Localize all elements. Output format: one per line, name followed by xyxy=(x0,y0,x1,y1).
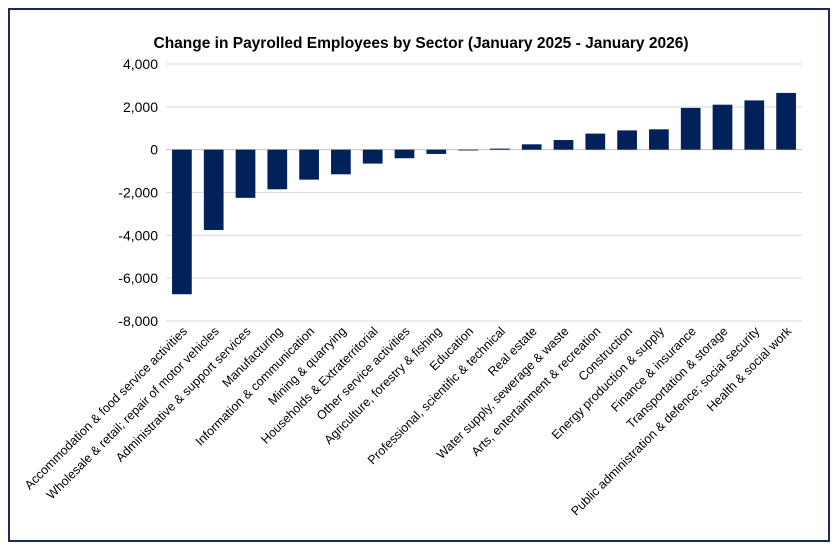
bar xyxy=(649,129,669,150)
bar xyxy=(521,144,542,150)
y-tick-label: -6,000 xyxy=(118,270,158,286)
bar xyxy=(744,100,765,150)
bar xyxy=(362,149,383,164)
y-tick-label: -2,000 xyxy=(118,185,158,201)
gridlines xyxy=(166,63,802,322)
chart-frame: Change in Payrolled Employees by Sector … xyxy=(8,8,830,542)
bar xyxy=(680,107,701,150)
bar xyxy=(203,149,224,230)
x-tick-label: Wholesale & retail; repair of motor vehi… xyxy=(44,324,222,502)
bar xyxy=(235,149,256,198)
bar xyxy=(712,104,733,150)
x-axis: Accommodation & food service activitiesW… xyxy=(22,324,795,519)
bar xyxy=(267,149,288,190)
bar xyxy=(426,149,447,154)
bar xyxy=(553,140,574,150)
y-tick-label: 2,000 xyxy=(123,99,158,115)
y-tick-label: 4,000 xyxy=(123,56,158,72)
bar xyxy=(394,149,415,159)
x-tick-label: Administrative & support services xyxy=(113,324,254,465)
bar xyxy=(585,133,606,150)
bar xyxy=(490,148,510,150)
y-axis: 4,000 2,000 0 -2,000 -4,000 -6,000 -8,000 xyxy=(118,56,158,329)
y-tick-label: -8,000 xyxy=(118,313,158,329)
y-tick-label: 0 xyxy=(150,142,158,158)
bar xyxy=(458,149,478,151)
bars xyxy=(172,92,796,295)
y-tick-label: -4,000 xyxy=(118,227,158,243)
bar-chart: Change in Payrolled Employees by Sector … xyxy=(22,35,802,519)
bar xyxy=(776,92,796,150)
bar xyxy=(299,149,319,180)
bar xyxy=(617,130,637,150)
bar xyxy=(172,149,192,295)
bar xyxy=(331,149,351,175)
chart-title: Change in Payrolled Employees by Sector … xyxy=(154,35,689,52)
